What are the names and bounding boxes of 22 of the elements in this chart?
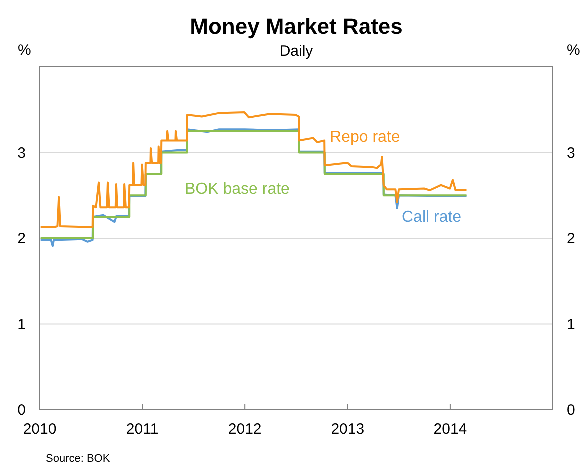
x-tick-label: 2013 (331, 421, 365, 438)
x-tick-label: 2012 (228, 421, 262, 438)
y-tick-label: 3 (18, 144, 26, 162)
series-label: Repo rate (330, 129, 400, 146)
x-tick-label: 2011 (126, 421, 159, 438)
y2-tick-label: 3 (567, 144, 576, 162)
y-tick-label: 1 (18, 316, 26, 334)
chart-title: Money Market Rates (190, 14, 403, 39)
y-tick-label: 0 (18, 402, 26, 419)
series-label: BOK base rate (185, 181, 290, 198)
x-tick-label: 2014 (434, 421, 468, 438)
line-series (40, 111, 468, 228)
chart-subtitle: Daily (280, 43, 314, 60)
y2-tick-label: 2 (567, 230, 576, 248)
y-tick-label: 2 (18, 230, 26, 248)
y2-axis-title: % (567, 42, 580, 59)
series-label: Call rate (402, 209, 462, 226)
y2-tick-label: 0 (567, 402, 576, 419)
y2-tick-label: 1 (567, 316, 576, 334)
y-axis-title: % (18, 42, 32, 59)
x-tick-label: 2010 (23, 421, 57, 438)
source-note: Source: BOK (46, 453, 111, 465)
